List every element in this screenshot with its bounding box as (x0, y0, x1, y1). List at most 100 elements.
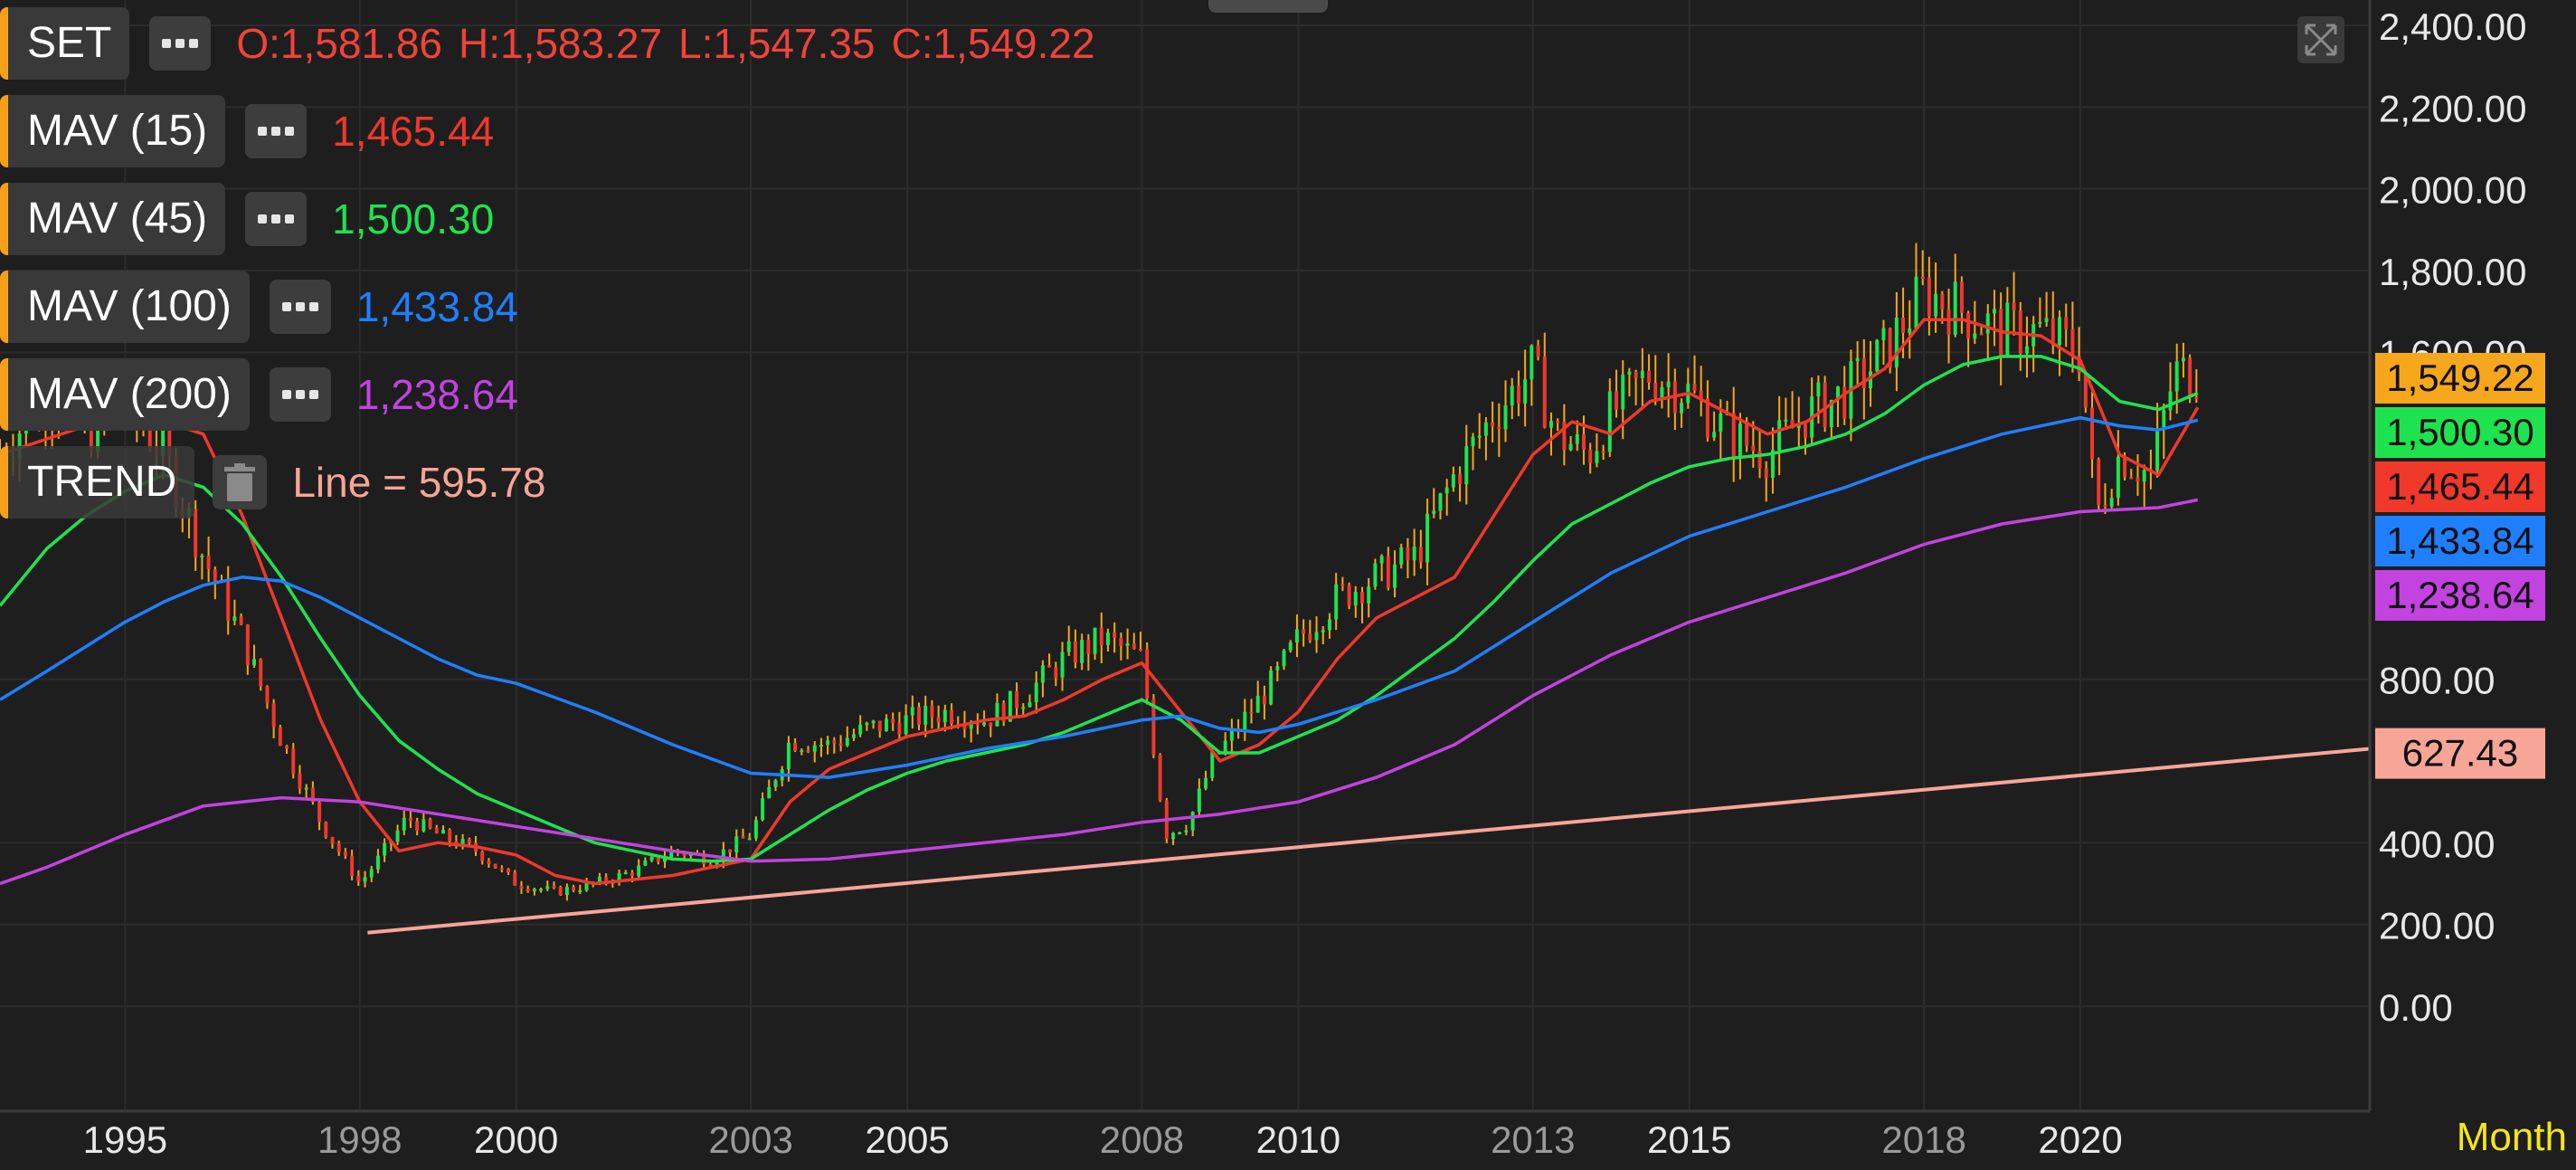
candle-body (1008, 690, 1012, 722)
more-icon[interactable] (245, 104, 308, 158)
candle-body (1666, 381, 1671, 388)
candle-body (2129, 477, 2134, 480)
price-tag-label: 1,238.64 (2386, 574, 2534, 616)
candle-body (564, 887, 569, 896)
candle-body (1542, 357, 1547, 428)
candle-body (786, 743, 791, 770)
candle-body (2064, 317, 2069, 329)
candle-body (2155, 430, 2160, 471)
candle-body (1568, 443, 1573, 451)
candle-body (1275, 666, 1280, 671)
candle-body (519, 885, 524, 889)
trend-value: Line = 595.78 (292, 459, 546, 506)
candle-body (428, 819, 432, 828)
candle-body (1425, 513, 1430, 563)
candle-body (1105, 633, 1110, 646)
candle-body (2077, 356, 2081, 374)
fullscreen-icon[interactable] (2297, 16, 2344, 63)
candle-body (1444, 487, 1449, 494)
more-icon[interactable] (269, 367, 331, 422)
candle-body (1255, 695, 1260, 713)
candle-body (1548, 421, 1553, 428)
x-tick-label: 2018 (1881, 1118, 1965, 1161)
candle-body (1777, 420, 1782, 451)
series-line-mav-45 (0, 355, 2199, 863)
candle-body (558, 887, 563, 896)
mav45-tag[interactable]: MAV (45) (0, 183, 226, 255)
x-tick-label: 1998 (317, 1118, 402, 1161)
candle-body (1412, 547, 1416, 561)
candle-body (356, 876, 361, 882)
candle-body (1184, 830, 1189, 832)
period-selector[interactable]: Month (2456, 1115, 2567, 1159)
candle-body (917, 707, 921, 725)
candle-body (1132, 642, 1136, 650)
candle-body (884, 718, 888, 732)
candle-body (721, 849, 725, 861)
candle-body (1503, 404, 1508, 430)
candle-body (1770, 450, 1775, 478)
candle-body (1829, 400, 1833, 428)
candle-body (265, 686, 270, 704)
more-icon[interactable] (269, 280, 331, 334)
candle-body (552, 886, 556, 889)
candle-body (1615, 391, 1619, 410)
candle-body (1920, 276, 1925, 279)
candle-body (1308, 633, 1312, 641)
candle-body (1223, 740, 1227, 754)
candle-body (1640, 370, 1644, 378)
x-tick-label: 2013 (1491, 1118, 1575, 1161)
mav45-value: 1,500.30 (332, 195, 495, 243)
x-tick-label: 2010 (1256, 1118, 1340, 1161)
mav15-tag[interactable]: MAV (15) (0, 95, 226, 167)
candle-body (304, 787, 308, 790)
candle-body (2012, 302, 2016, 310)
candle-body (2097, 459, 2101, 506)
y-tick-label: 1,800.00 (2379, 251, 2527, 293)
price-tag-label: 1,433.84 (2386, 519, 2534, 562)
candle-body (467, 839, 471, 843)
candle-body (1588, 450, 1593, 463)
candle-body (545, 886, 550, 889)
candle-body (147, 428, 152, 449)
candle-body (245, 624, 250, 666)
candle-body (1940, 293, 1945, 309)
candle-body (637, 865, 641, 877)
more-icon[interactable] (149, 16, 212, 71)
candle-body (989, 722, 993, 727)
price-tag-label: 1,500.30 (2386, 411, 2534, 453)
close-value: C:1,549.22 (891, 20, 1095, 67)
candle-body (291, 748, 296, 774)
drag-handle[interactable] (1208, 0, 1328, 13)
candle-body (1249, 711, 1254, 714)
trend-tag[interactable]: TREND (0, 446, 195, 518)
trash-icon[interactable] (213, 455, 268, 509)
candle-body (1021, 707, 1026, 709)
candle-body (513, 872, 517, 886)
candle-body (369, 869, 374, 878)
candle-body (669, 850, 674, 858)
y-tick-label: 200.00 (2379, 905, 2495, 947)
candle-body (259, 659, 263, 687)
symbol-tag[interactable]: SET (0, 7, 130, 80)
candle-body (1151, 699, 1156, 756)
mav200-tag[interactable]: MAV (200) (0, 358, 250, 431)
candle-body (1438, 493, 1443, 511)
candle-body (1314, 632, 1319, 641)
candle-body (969, 723, 973, 729)
candle-body (487, 861, 491, 864)
candle-body (2168, 391, 2173, 411)
candle-body (1712, 432, 1717, 438)
candle-body (1471, 436, 1475, 447)
candle-body (2136, 477, 2140, 482)
y-tick-label: 2,200.00 (2379, 87, 2527, 129)
candle-body (891, 718, 895, 724)
candle-body (1093, 627, 1097, 654)
candle-body (2188, 357, 2192, 397)
mav100-tag[interactable]: MAV (100) (0, 271, 250, 343)
candle-body (493, 863, 497, 869)
more-icon[interactable] (245, 192, 308, 246)
candle-body (1861, 357, 1866, 388)
candle-body (910, 707, 914, 716)
